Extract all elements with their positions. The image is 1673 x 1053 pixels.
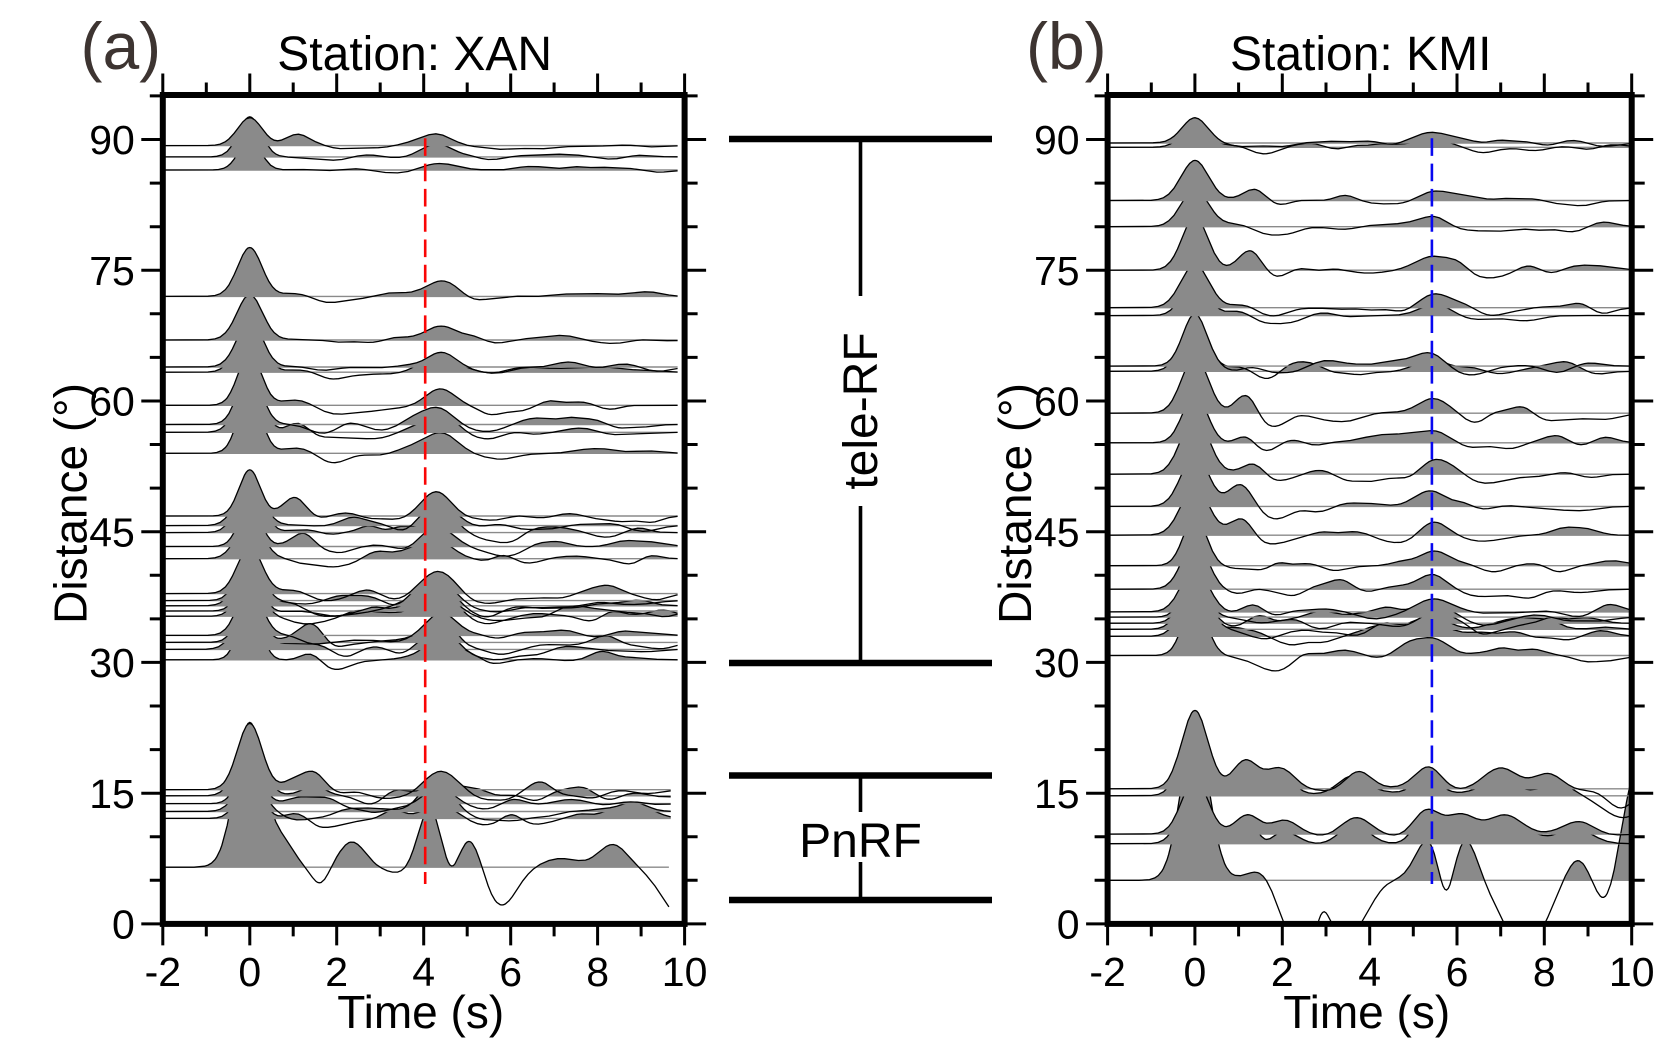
svg-text:Distance (°): Distance (°) <box>44 383 96 624</box>
svg-text:0: 0 <box>1057 902 1080 948</box>
svg-text:Time (s): Time (s) <box>337 986 504 1038</box>
svg-text:2: 2 <box>1271 949 1294 995</box>
svg-text:6: 6 <box>499 949 522 995</box>
svg-text:tele-RF: tele-RF <box>835 332 888 489</box>
svg-text:4: 4 <box>1358 949 1381 995</box>
svg-text:Station: XAN: Station: XAN <box>277 28 552 81</box>
svg-text:8: 8 <box>1533 949 1556 995</box>
svg-text:4: 4 <box>412 949 435 995</box>
svg-text:8: 8 <box>586 949 609 995</box>
svg-text:45: 45 <box>1034 509 1080 555</box>
svg-text:PnRF: PnRF <box>799 815 922 868</box>
svg-text:90: 90 <box>89 117 135 163</box>
svg-text:Time (s): Time (s) <box>1283 986 1450 1038</box>
svg-text:0: 0 <box>112 902 135 948</box>
svg-text:30: 30 <box>89 640 135 686</box>
svg-text:15: 15 <box>89 771 135 817</box>
svg-text:90: 90 <box>1034 117 1080 163</box>
svg-text:6: 6 <box>1446 949 1469 995</box>
svg-text:15: 15 <box>1034 771 1080 817</box>
svg-text:Station: KMI: Station: KMI <box>1230 28 1491 81</box>
svg-text:-2: -2 <box>145 949 181 995</box>
svg-text:60: 60 <box>89 379 135 425</box>
svg-text:(b): (b) <box>1026 9 1107 83</box>
svg-text:10: 10 <box>662 949 708 995</box>
svg-text:-2: -2 <box>1089 949 1125 995</box>
svg-text:0: 0 <box>1183 949 1206 995</box>
svg-text:75: 75 <box>1034 248 1080 294</box>
svg-text:45: 45 <box>89 509 135 555</box>
svg-text:30: 30 <box>1034 640 1080 686</box>
svg-text:(a): (a) <box>81 9 162 83</box>
svg-text:2: 2 <box>325 949 348 995</box>
svg-text:60: 60 <box>1034 379 1080 425</box>
svg-text:10: 10 <box>1609 949 1655 995</box>
svg-text:0: 0 <box>238 949 261 995</box>
svg-text:Distance (°): Distance (°) <box>989 383 1041 624</box>
svg-text:75: 75 <box>89 248 135 294</box>
